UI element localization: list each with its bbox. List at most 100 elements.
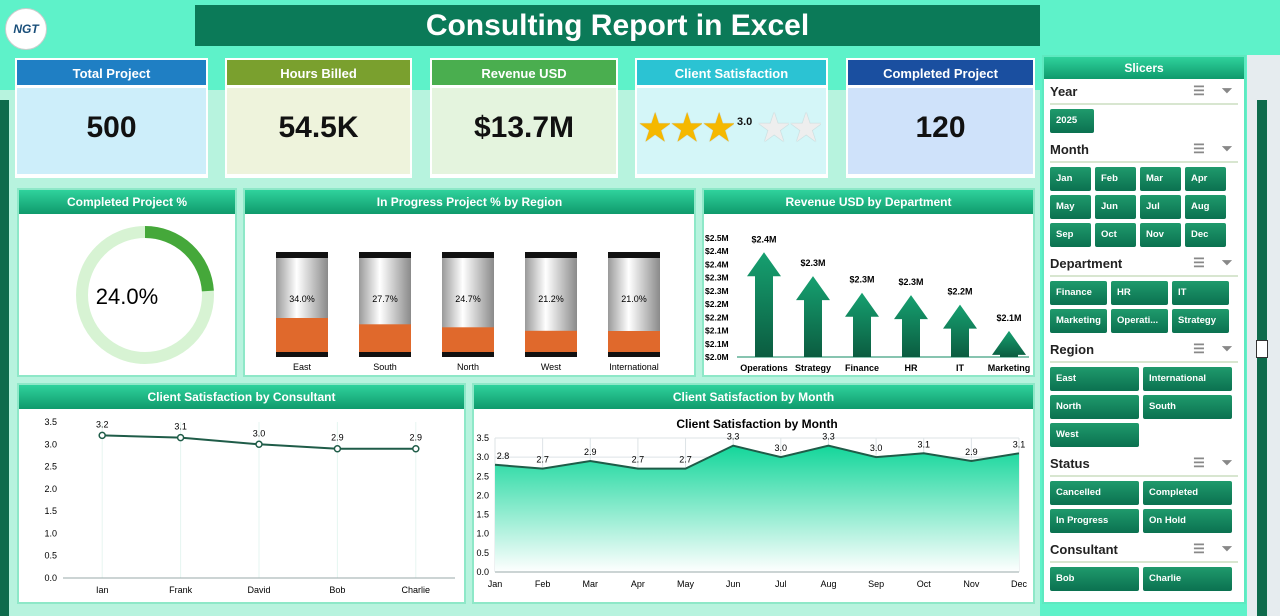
- slicer-button[interactable]: North: [1050, 395, 1139, 419]
- y-tick-label: $2.1M: [705, 326, 729, 336]
- slicer-button[interactable]: May: [1050, 195, 1091, 219]
- slicer-button[interactable]: Jan: [1050, 167, 1091, 191]
- y-tick-label: $2.4M: [705, 246, 729, 256]
- data-label: 3.1: [917, 439, 930, 449]
- slicer-button[interactable]: Jul: [1140, 195, 1181, 219]
- slicer-button[interactable]: Dec: [1185, 223, 1226, 247]
- multi-select-icon[interactable]: ☰: [1193, 141, 1205, 156]
- bar-base: [359, 352, 411, 357]
- clear-filter-icon[interactable]: ⏷: [1221, 255, 1233, 270]
- slicer-button[interactable]: Apr: [1185, 167, 1226, 191]
- x-tick-label: Strategy: [795, 363, 831, 373]
- clear-filter-icon[interactable]: ⏷: [1221, 83, 1233, 98]
- multi-select-icon[interactable]: ☰: [1193, 83, 1205, 98]
- y-tick-label: 0.5: [476, 548, 489, 558]
- kpi-card: Revenue USD $13.7M: [430, 58, 618, 178]
- slicer-button[interactable]: East: [1050, 367, 1139, 391]
- clear-filter-icon[interactable]: ⏷: [1221, 541, 1233, 556]
- kpi-value: 3.0: [737, 116, 753, 128]
- star-icon: ★: [758, 107, 789, 148]
- slicer-button[interactable]: Feb: [1095, 167, 1136, 191]
- slicer-button[interactable]: In Progress: [1050, 509, 1139, 533]
- slicer-title: Consultant: [1050, 541, 1118, 557]
- x-tick-label: Apr: [631, 579, 645, 589]
- x-tick-label: Feb: [535, 579, 551, 589]
- multi-select-icon[interactable]: ☰: [1193, 255, 1205, 270]
- slicer-button[interactable]: Oct: [1095, 223, 1136, 247]
- x-tick-label: West: [541, 362, 562, 372]
- bar-base: [608, 352, 660, 357]
- x-tick-label: Bob: [329, 585, 345, 595]
- kpi-label: Client Satisfaction: [637, 60, 826, 88]
- y-tick-label: 0.5: [44, 551, 57, 561]
- slicer-button[interactable]: Charlie: [1143, 567, 1232, 591]
- scrollbar[interactable]: [1257, 100, 1267, 616]
- in-progress-chart: 34.0% East 27.7% South 24.7% North 21.2% West 21…: [276, 252, 660, 372]
- x-tick-label: International: [609, 362, 659, 372]
- slicer-button[interactable]: West: [1050, 423, 1139, 447]
- slicer-button[interactable]: 2025: [1050, 109, 1094, 133]
- slicer-button[interactable]: HR: [1111, 281, 1168, 305]
- slicer-button[interactable]: IT: [1172, 281, 1229, 305]
- multi-select-icon[interactable]: ☰: [1193, 455, 1205, 470]
- y-tick-label: 2.0: [476, 490, 489, 500]
- y-tick-label: $2.0M: [705, 352, 729, 362]
- slicer-button[interactable]: Cancelled: [1050, 481, 1139, 505]
- bar-base: [442, 352, 494, 357]
- completed-pct-donut: 24.0%: [76, 226, 214, 364]
- data-label: 2.9: [584, 447, 597, 457]
- slicer-month: Month ☰ ⏷ Jan Feb Mar Apr May Jun Jul Aug Sep Oct Nov…: [1044, 137, 1244, 251]
- data-label: 3.2: [96, 419, 109, 429]
- data-label: $2.2M: [947, 287, 972, 297]
- data-label: 2.8: [497, 451, 510, 461]
- slicer-button[interactable]: Marketing: [1050, 309, 1107, 333]
- slicer-button[interactable]: Completed: [1143, 481, 1232, 505]
- series-line: [494, 444, 1020, 470]
- slicer-button[interactable]: International: [1143, 367, 1232, 391]
- y-tick-label: 3.0: [476, 452, 489, 462]
- y-tick-label: 2.5: [44, 462, 57, 472]
- y-tick-label: 3.5: [476, 433, 489, 443]
- month-chart: Client Satisfaction by Month 0.0 0.5 1.0 1.5…: [476, 417, 1027, 589]
- clear-filter-icon[interactable]: ⏷: [1221, 455, 1233, 470]
- data-label: $2.3M: [849, 275, 874, 285]
- x-tick-label: Marketing: [988, 363, 1031, 373]
- x-tick-label: Sep: [868, 579, 884, 589]
- x-tick-label: Mar: [583, 579, 599, 589]
- bar-arrow: [943, 304, 977, 357]
- clear-filter-icon[interactable]: ⏷: [1221, 141, 1233, 156]
- in-progress-panel: In Progress Project % by Region 34.0% Eas…: [243, 188, 696, 377]
- clear-filter-icon[interactable]: ⏷: [1221, 341, 1233, 356]
- data-label: 3.3: [727, 432, 740, 442]
- bar-cap: [525, 252, 577, 258]
- x-tick-label: Charlie: [402, 585, 431, 595]
- slicer-button[interactable]: Sep: [1050, 223, 1091, 247]
- slicer-button[interactable]: Aug: [1185, 195, 1226, 219]
- consultant-chart: 0.0 0.5 1.0 1.5 2.0 2.5 3.0 3.5 Ian Frank David Bob…: [44, 417, 455, 595]
- scrollbar-thumb[interactable]: [1256, 340, 1268, 358]
- slicer-button[interactable]: Mar: [1140, 167, 1181, 191]
- slicer-button[interactable]: Jun: [1095, 195, 1136, 219]
- multi-select-icon[interactable]: ☰: [1193, 541, 1205, 556]
- slicer-button[interactable]: South: [1143, 395, 1232, 419]
- y-tick-label: $2.5M: [705, 233, 729, 243]
- slicer-button[interactable]: Finance: [1050, 281, 1107, 305]
- slicer-button[interactable]: Operati...: [1111, 309, 1168, 333]
- data-label: 2.7: [632, 455, 645, 465]
- x-tick-label: East: [293, 362, 312, 372]
- donut-fill: [144, 226, 214, 292]
- slicer-title: Year: [1050, 83, 1078, 99]
- panel-title: Completed Project %: [19, 190, 235, 214]
- data-label: 3.1: [174, 422, 187, 432]
- x-tick-label: Operations: [740, 363, 788, 373]
- slicer-button[interactable]: Bob: [1050, 567, 1139, 591]
- multi-select-icon[interactable]: ☰: [1193, 341, 1205, 356]
- slicer-button[interactable]: Strategy: [1172, 309, 1229, 333]
- bar-arrow: [796, 276, 830, 357]
- consultant-panel: Client Satisfaction by Consultant 0.0 0.5…: [17, 383, 466, 604]
- revenue-panel: Revenue USD by Department $2.0M $2.1M $2.1…: [702, 188, 1035, 377]
- bar-base: [276, 352, 328, 357]
- y-tick-label: $2.1M: [705, 339, 729, 349]
- slicer-button[interactable]: Nov: [1140, 223, 1181, 247]
- slicer-button[interactable]: On Hold: [1143, 509, 1232, 533]
